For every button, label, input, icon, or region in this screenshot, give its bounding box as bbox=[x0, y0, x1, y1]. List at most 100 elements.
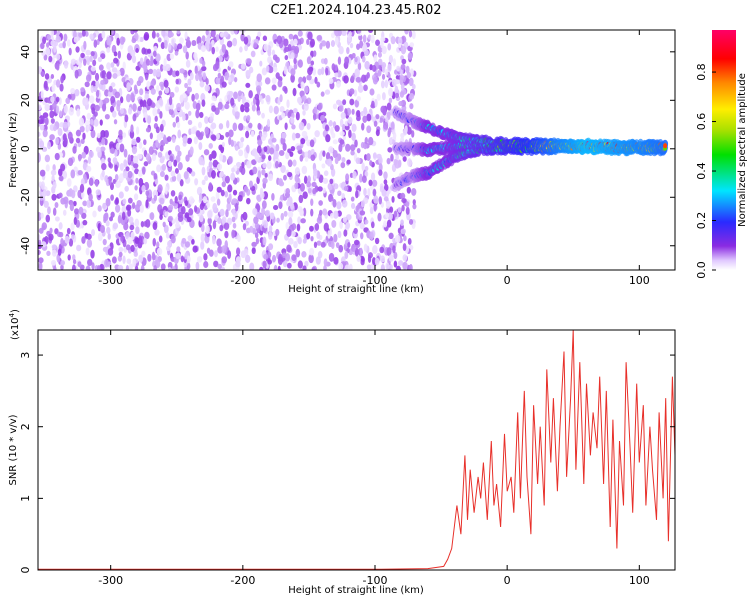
noise-speckle bbox=[268, 105, 273, 114]
noise-speckle bbox=[100, 130, 106, 138]
noise-speckle bbox=[243, 36, 249, 45]
noise-speckle bbox=[313, 106, 318, 115]
noise-speckle bbox=[151, 30, 156, 39]
noise-speckle bbox=[130, 124, 134, 133]
noise-speckle bbox=[227, 94, 231, 101]
noise-speckle bbox=[217, 72, 222, 79]
noise-speckle bbox=[256, 73, 262, 83]
noise-speckle bbox=[40, 90, 44, 99]
noise-speckle bbox=[138, 254, 144, 263]
noise-speckle bbox=[227, 156, 233, 165]
noise-speckle bbox=[159, 197, 165, 205]
noise-speckle bbox=[409, 42, 415, 48]
noise-speckle bbox=[203, 204, 208, 211]
noise-speckle bbox=[140, 264, 145, 270]
noise-speckle bbox=[84, 232, 89, 239]
noise-speckle bbox=[343, 229, 348, 237]
noise-speckle bbox=[58, 222, 63, 230]
noise-speckle bbox=[97, 232, 103, 242]
noise-speckle bbox=[168, 31, 174, 38]
noise-speckle bbox=[96, 265, 101, 270]
noise-speckle bbox=[176, 246, 181, 253]
noise-speckle bbox=[375, 114, 380, 120]
noise-speckle bbox=[372, 245, 378, 255]
noise-speckle bbox=[208, 182, 213, 191]
noise-speckle bbox=[405, 65, 410, 74]
noise-speckle bbox=[221, 43, 227, 53]
noise-speckle bbox=[264, 77, 271, 85]
noise-speckle bbox=[232, 37, 238, 47]
noise-speckle bbox=[394, 160, 401, 169]
noise-speckle bbox=[184, 31, 188, 40]
noise-speckle bbox=[51, 244, 57, 250]
noise-speckle bbox=[162, 221, 166, 228]
noise-speckle bbox=[80, 138, 85, 145]
noise-speckle bbox=[194, 178, 199, 186]
noise-speckle bbox=[388, 254, 394, 262]
noise-speckle bbox=[86, 57, 90, 66]
noise-speckle bbox=[176, 121, 181, 129]
noise-speckle bbox=[403, 235, 407, 242]
noise-speckle bbox=[412, 203, 417, 210]
noise-speckle bbox=[128, 263, 133, 270]
noise-speckle bbox=[39, 169, 46, 177]
noise-speckle bbox=[57, 127, 63, 137]
noise-speckle bbox=[363, 187, 367, 197]
noise-speckle bbox=[356, 43, 361, 50]
noise-speckle bbox=[290, 117, 295, 124]
noise-speckle bbox=[201, 166, 206, 176]
noise-speckle bbox=[138, 235, 143, 245]
noise-speckle bbox=[207, 210, 213, 219]
noise-speckle bbox=[362, 42, 367, 52]
noise-speckle bbox=[318, 200, 323, 206]
noise-speckle bbox=[38, 239, 42, 246]
noise-speckle bbox=[149, 60, 154, 67]
noise-speckle bbox=[38, 233, 41, 241]
noise-speckle bbox=[89, 95, 95, 104]
noise-speckle bbox=[348, 186, 352, 192]
noise-speckle bbox=[307, 175, 311, 184]
noise-speckle bbox=[151, 251, 156, 261]
noise-speckle bbox=[99, 224, 106, 233]
noise-speckle bbox=[40, 181, 45, 190]
noise-speckle bbox=[246, 58, 252, 65]
noise-speckle bbox=[184, 101, 190, 110]
noise-speckle bbox=[329, 196, 334, 202]
noise-speckle bbox=[119, 162, 124, 171]
noise-speckle bbox=[372, 152, 377, 159]
noise-speckle bbox=[210, 134, 217, 141]
noise-speckle bbox=[43, 54, 48, 61]
noise-speckle bbox=[158, 97, 163, 106]
noise-speckle bbox=[362, 115, 368, 123]
noise-speckle bbox=[389, 206, 394, 214]
noise-speckle bbox=[380, 264, 385, 270]
noise-speckle bbox=[224, 71, 230, 81]
noise-speckle bbox=[224, 103, 230, 110]
noise-speckle bbox=[411, 187, 417, 196]
noise-speckle bbox=[99, 119, 103, 126]
noise-speckle bbox=[279, 94, 283, 103]
noise-speckle bbox=[343, 185, 349, 192]
noise-speckle bbox=[411, 130, 415, 138]
noise-speckle bbox=[171, 175, 177, 182]
noise-speckle bbox=[207, 217, 212, 225]
noise-speckle bbox=[338, 46, 344, 55]
noise-speckle bbox=[160, 263, 166, 270]
noise-speckle bbox=[204, 126, 210, 135]
noise-speckle bbox=[143, 112, 148, 118]
noise-speckle bbox=[48, 233, 54, 241]
noise-speckle bbox=[98, 64, 104, 71]
noise-speckle bbox=[175, 222, 181, 229]
noise-speckle bbox=[67, 254, 71, 261]
noise-speckle bbox=[46, 42, 50, 48]
noise-speckle bbox=[333, 183, 339, 190]
noise-speckle bbox=[94, 72, 100, 82]
noise-speckle bbox=[367, 30, 374, 33]
noise-speckle bbox=[110, 194, 114, 201]
noise-speckle bbox=[187, 110, 192, 116]
noise-speckle bbox=[163, 58, 167, 67]
noise-speckle bbox=[111, 44, 117, 54]
noise-speckle bbox=[369, 201, 374, 209]
noise-speckle bbox=[257, 139, 263, 146]
noise-speckle bbox=[386, 247, 392, 257]
